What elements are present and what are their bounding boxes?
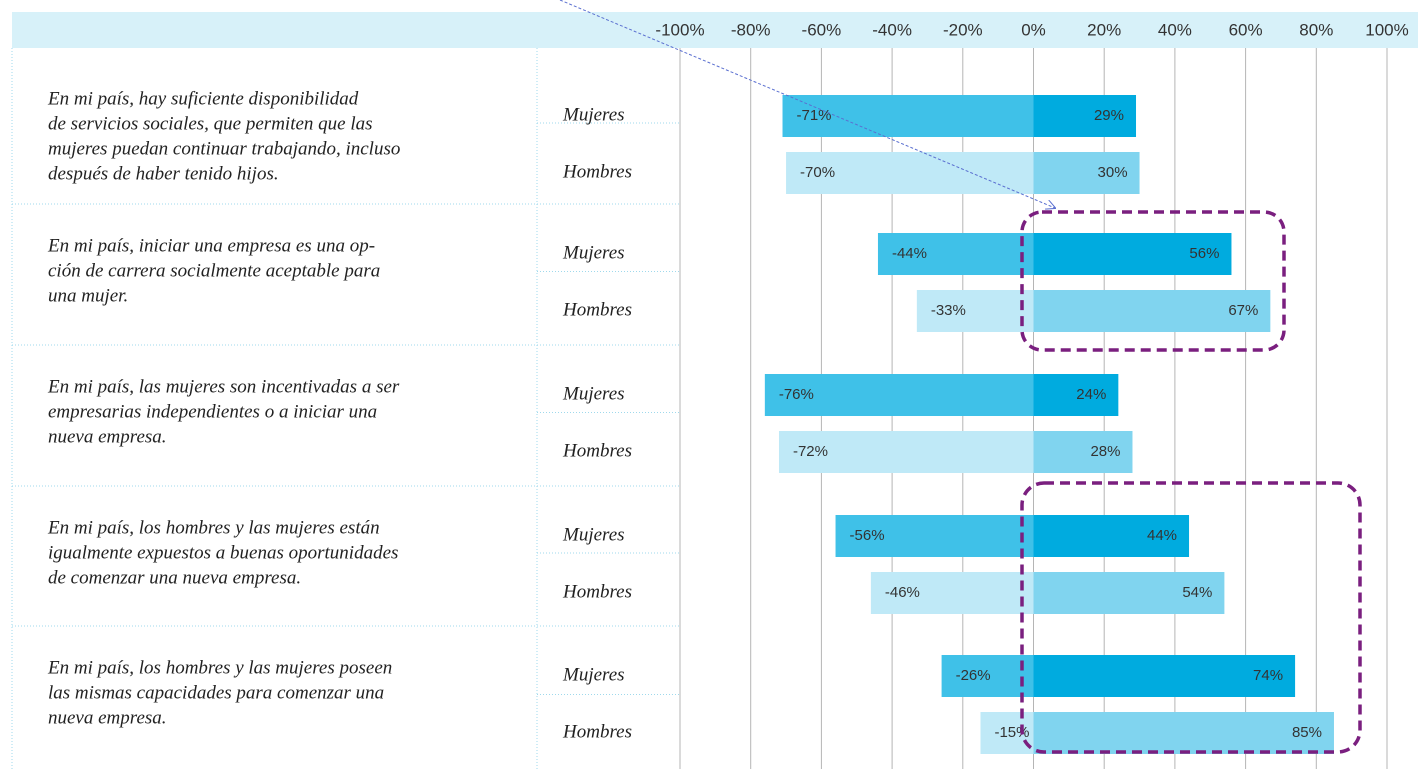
value-label: 30% bbox=[1098, 164, 1128, 181]
question-line: empresarias independientes o a iniciar u… bbox=[48, 401, 377, 422]
bar bbox=[1033, 152, 1140, 194]
question-line: En mi país, iniciar una empresa es una o… bbox=[47, 235, 375, 256]
x-tick-label: -20% bbox=[943, 20, 983, 39]
value-label: -46% bbox=[885, 584, 920, 601]
value-label: 74% bbox=[1253, 667, 1283, 684]
value-label: 67% bbox=[1228, 302, 1258, 319]
bar bbox=[1033, 655, 1296, 697]
bar bbox=[1033, 431, 1133, 473]
value-label: -56% bbox=[850, 527, 885, 544]
value-label: 54% bbox=[1182, 584, 1212, 601]
x-tick-label: 40% bbox=[1158, 20, 1192, 39]
value-label: 28% bbox=[1090, 443, 1120, 460]
question-line: igualmente expuestos a buenas oportunida… bbox=[48, 542, 398, 563]
bar bbox=[786, 152, 1034, 194]
group-label: Mujeres bbox=[562, 242, 625, 263]
question-line: las mismas capacidades para comenzar una bbox=[48, 682, 384, 703]
value-label: -44% bbox=[892, 245, 927, 262]
arrow bbox=[559, 0, 1055, 208]
group-label: Hombres bbox=[562, 581, 632, 602]
group-label: Mujeres bbox=[562, 524, 625, 545]
question-line: nueva empresa. bbox=[48, 707, 167, 728]
value-label: -72% bbox=[793, 443, 828, 460]
x-tick-label: 60% bbox=[1229, 20, 1263, 39]
group-label: Mujeres bbox=[562, 104, 625, 125]
group-label: Hombres bbox=[562, 161, 632, 182]
bar bbox=[835, 515, 1034, 557]
question-line: En mi país, hay suficiente disponibilida… bbox=[47, 88, 359, 109]
x-tick-label: -80% bbox=[731, 20, 771, 39]
value-label: -15% bbox=[994, 724, 1029, 741]
bar bbox=[1033, 515, 1190, 557]
bar bbox=[877, 233, 1034, 275]
group-label: Hombres bbox=[562, 299, 632, 320]
x-tick-label: 80% bbox=[1299, 20, 1333, 39]
question-line: mujeres puedan continuar trabajando, inc… bbox=[48, 138, 400, 159]
value-label: -71% bbox=[797, 107, 832, 124]
question-line: de comenzar una nueva empresa. bbox=[48, 567, 301, 588]
bar bbox=[980, 712, 1034, 754]
group-label: Mujeres bbox=[562, 383, 625, 404]
bar bbox=[941, 655, 1034, 697]
highlight bbox=[1020, 481, 1362, 754]
bar bbox=[1033, 95, 1137, 137]
group-label: Hombres bbox=[562, 721, 632, 742]
question-line: En mi país, los hombres y las mujeres es… bbox=[47, 517, 380, 538]
header-band bbox=[12, 12, 1418, 48]
question-line: después de haber tenido hijos. bbox=[48, 163, 279, 184]
bar bbox=[1033, 290, 1271, 332]
x-tick-label: -100% bbox=[655, 20, 704, 39]
bar bbox=[916, 290, 1034, 332]
x-tick-label: -60% bbox=[802, 20, 842, 39]
bar bbox=[1033, 374, 1119, 416]
question-line: una mujer. bbox=[48, 285, 128, 306]
value-label: 24% bbox=[1076, 386, 1106, 403]
x-tick-label: -40% bbox=[872, 20, 912, 39]
value-label: -26% bbox=[956, 667, 991, 684]
x-tick-label: 100% bbox=[1365, 20, 1408, 39]
bar bbox=[1033, 712, 1334, 754]
value-label: -70% bbox=[800, 164, 835, 181]
bar bbox=[778, 431, 1034, 473]
value-label: 85% bbox=[1292, 724, 1322, 741]
question-line: ción de carrera socialmente aceptable pa… bbox=[48, 260, 380, 281]
question-line: nueva empresa. bbox=[48, 426, 167, 447]
value-label: -33% bbox=[931, 302, 966, 319]
bar bbox=[870, 572, 1034, 614]
question-line: En mi país, las mujeres son incentivadas… bbox=[47, 376, 400, 397]
x-tick-label: 0% bbox=[1021, 20, 1046, 39]
group-label: Mujeres bbox=[562, 664, 625, 685]
bar bbox=[764, 374, 1034, 416]
question-line: de servicios sociales, que permiten que … bbox=[48, 113, 373, 134]
value-label: -76% bbox=[779, 386, 814, 403]
bar bbox=[1033, 572, 1225, 614]
group-label: Hombres bbox=[562, 440, 632, 461]
bar bbox=[782, 95, 1034, 137]
x-tick-label: 20% bbox=[1087, 20, 1121, 39]
question-line: En mi país, los hombres y las mujeres po… bbox=[47, 657, 392, 678]
bar bbox=[1033, 233, 1232, 275]
value-label: 56% bbox=[1189, 245, 1219, 262]
value-label: 44% bbox=[1147, 527, 1177, 544]
value-label: 29% bbox=[1094, 107, 1124, 124]
